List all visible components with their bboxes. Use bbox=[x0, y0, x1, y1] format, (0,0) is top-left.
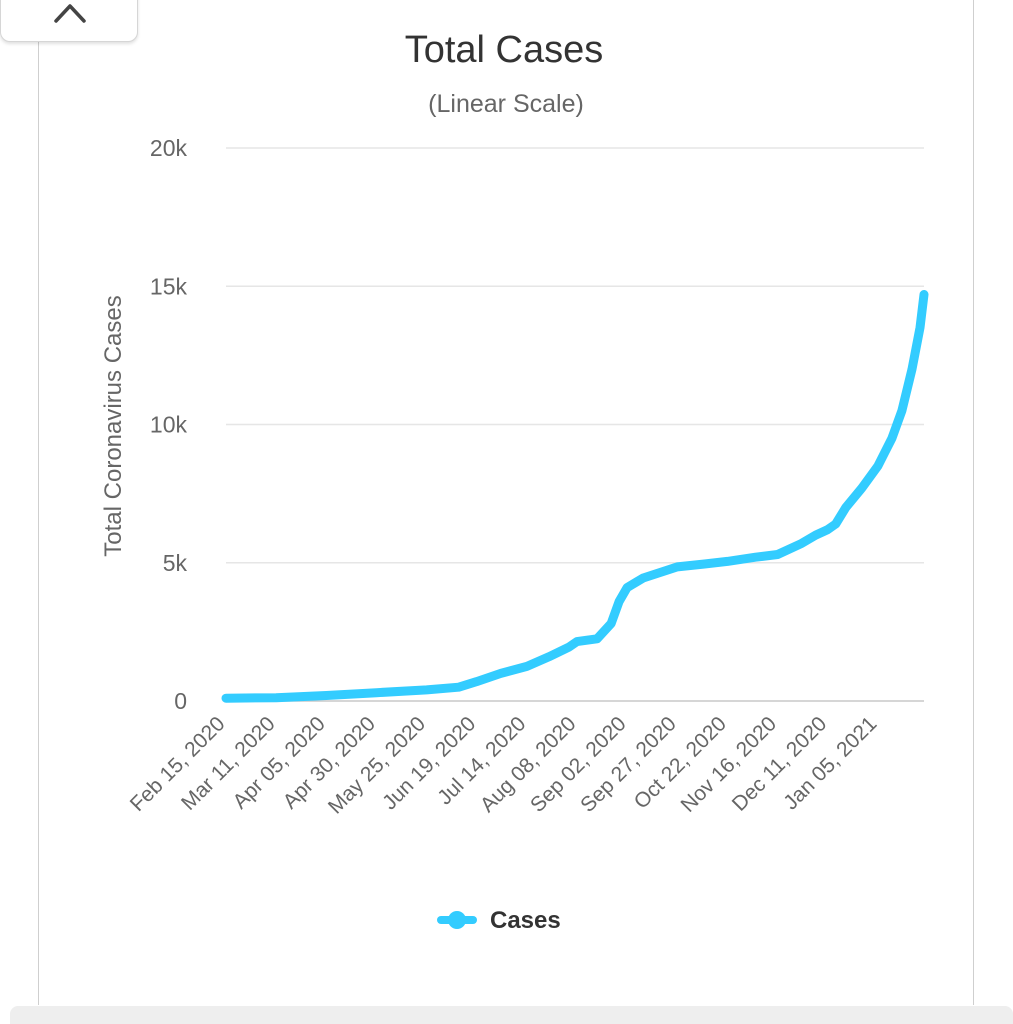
collapse-tab[interactable] bbox=[0, 0, 138, 42]
y-tick-label: 15k bbox=[150, 273, 188, 299]
chevron-up-icon bbox=[54, 4, 86, 23]
legend-marker bbox=[448, 911, 466, 929]
y-tick-label: 0 bbox=[174, 688, 187, 714]
y-axis-ticks: 0 5k 10k 15k 20k bbox=[150, 135, 188, 714]
legend[interactable]: Cases bbox=[437, 907, 561, 934]
y-tick-label: 10k bbox=[150, 412, 188, 438]
legend-label-cases: Cases bbox=[490, 907, 561, 934]
y-tick-label: 20k bbox=[150, 135, 188, 161]
series-group bbox=[221, 290, 929, 703]
chart-subtitle: (Linear Scale) bbox=[428, 90, 584, 118]
chart-title: Total Cases bbox=[405, 29, 604, 71]
y-axis-label: Total Coronavirus Cases bbox=[100, 295, 127, 556]
y-tick-label: 5k bbox=[163, 550, 188, 576]
gridlines bbox=[226, 147, 924, 702]
series-line-cases[interactable] bbox=[221, 290, 929, 703]
panel-border-right bbox=[973, 0, 974, 1005]
bottom-bar bbox=[10, 1006, 1013, 1024]
panel-border-left bbox=[38, 0, 39, 1005]
